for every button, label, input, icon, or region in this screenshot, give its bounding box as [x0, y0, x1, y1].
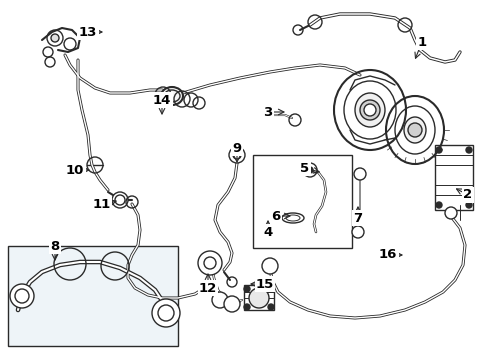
Circle shape	[10, 284, 34, 308]
Circle shape	[268, 304, 274, 310]
Circle shape	[436, 202, 442, 208]
Text: 2: 2	[464, 189, 472, 202]
Text: 16: 16	[379, 248, 397, 261]
Circle shape	[354, 168, 366, 180]
Text: 4: 4	[264, 225, 272, 238]
Circle shape	[268, 286, 274, 292]
Circle shape	[112, 192, 128, 208]
Ellipse shape	[282, 213, 304, 223]
Circle shape	[352, 226, 364, 238]
Text: 5: 5	[300, 162, 310, 175]
Circle shape	[262, 258, 278, 274]
Circle shape	[408, 123, 422, 137]
Bar	[244, 285, 274, 310]
Text: 6: 6	[271, 210, 281, 222]
Circle shape	[224, 296, 240, 312]
Circle shape	[229, 147, 245, 163]
Bar	[253, 155, 352, 248]
Circle shape	[152, 299, 180, 327]
Text: 9: 9	[232, 141, 242, 154]
Text: 13: 13	[79, 26, 97, 39]
Text: 14: 14	[153, 94, 171, 107]
Circle shape	[51, 34, 59, 42]
Text: 11: 11	[93, 198, 111, 211]
Circle shape	[249, 288, 269, 308]
Circle shape	[445, 207, 457, 219]
Circle shape	[364, 104, 376, 116]
Text: 1: 1	[417, 36, 427, 49]
Ellipse shape	[404, 117, 426, 143]
Circle shape	[466, 147, 472, 153]
Circle shape	[244, 286, 250, 292]
Text: 7: 7	[353, 211, 363, 225]
Circle shape	[360, 100, 380, 120]
Text: 8: 8	[50, 239, 60, 252]
Circle shape	[436, 147, 442, 153]
Ellipse shape	[161, 87, 183, 105]
Bar	[435, 145, 473, 210]
Bar	[8, 246, 178, 346]
Circle shape	[212, 292, 228, 308]
Circle shape	[244, 304, 250, 310]
Text: 12: 12	[199, 282, 217, 294]
Ellipse shape	[355, 93, 385, 127]
Text: 15: 15	[256, 278, 274, 291]
Text: 10: 10	[66, 163, 84, 176]
Text: 3: 3	[264, 105, 272, 118]
Circle shape	[198, 251, 222, 275]
Circle shape	[466, 202, 472, 208]
Circle shape	[307, 167, 313, 173]
